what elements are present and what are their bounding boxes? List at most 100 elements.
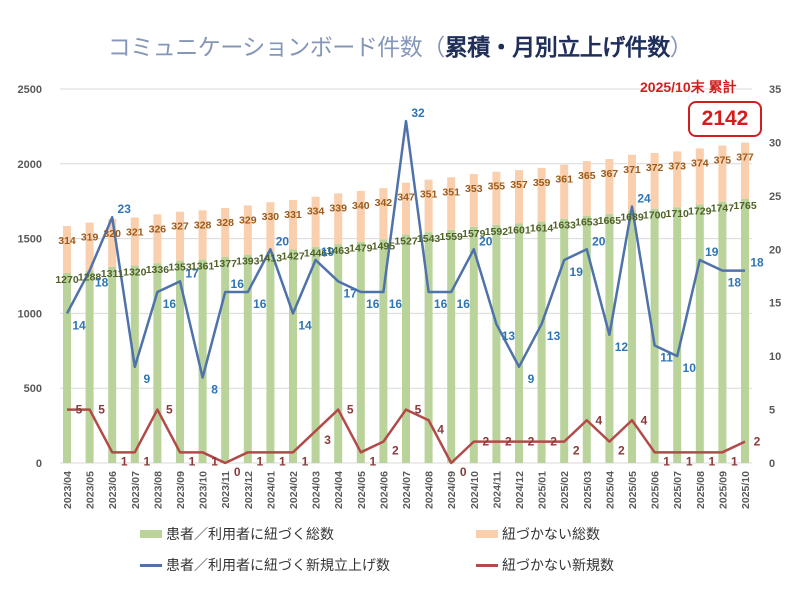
legend-label: 患者／利用者に紐づく新規立上げ数: [166, 558, 390, 574]
data-label-unlinked-total: 342: [375, 197, 393, 209]
data-label-linked-new: 14: [72, 318, 86, 332]
data-label-linked-total: 1288: [78, 271, 102, 283]
data-label-linked-new: 9: [528, 372, 535, 386]
bar-linked-total: [469, 226, 478, 463]
data-label-unlinked-new: 1: [143, 454, 150, 468]
data-label-unlinked-new: 2: [505, 435, 512, 449]
data-label-linked-total: 1747: [711, 203, 735, 215]
bar-linked-total: [582, 215, 591, 463]
bar-linked-total: [153, 263, 162, 463]
y-right-tick-label: 15: [769, 298, 781, 310]
bar-unlinked-total: [582, 161, 591, 216]
data-label-linked-new: 12: [615, 340, 629, 354]
data-label-linked-total: 1353: [168, 262, 192, 274]
data-label-linked-new: 17: [344, 286, 358, 300]
bar-linked-total: [63, 273, 71, 463]
x-tick-label: 2024/05: [356, 471, 368, 509]
data-label-linked-total: 1320: [123, 267, 147, 279]
x-tick-label: 2023/09: [175, 471, 187, 509]
x-tick-label: 2025/09: [717, 471, 729, 509]
bar-unlinked-total: [515, 170, 523, 224]
data-label-unlinked-new: 1: [663, 454, 670, 468]
bar-unlinked-total: [718, 145, 727, 202]
bar-unlinked-total: [176, 211, 184, 261]
y-left-tick-label: 2500: [18, 84, 42, 96]
data-label-unlinked-new: 5: [76, 403, 83, 417]
cumulative-label: 2025/10末 累計: [640, 79, 737, 95]
bar-linked-total: [85, 270, 94, 463]
x-tick-label: 2024/11: [491, 471, 503, 509]
data-label-unlinked-new: 4: [641, 413, 648, 427]
data-label-linked-total: 1361: [191, 260, 215, 272]
data-label-linked-total: 1559: [440, 231, 464, 243]
y-left-tick-label: 500: [24, 383, 42, 395]
bar-linked-total: [447, 229, 456, 463]
bar-unlinked-total: [108, 219, 117, 267]
bar-unlinked-total: [334, 193, 343, 245]
data-label-unlinked-new: 1: [189, 454, 196, 468]
bar-linked-total: [311, 246, 320, 463]
bar-unlinked-total: [153, 214, 162, 264]
data-label-linked-total: 1427: [281, 251, 305, 263]
data-label-unlinked-total: 331: [284, 209, 302, 221]
data-label-linked-new: 19: [321, 245, 335, 259]
data-label-linked-total: 1311: [101, 268, 124, 280]
data-label-unlinked-new: 2: [392, 444, 399, 458]
bar-unlinked-total: [424, 179, 433, 233]
data-label-unlinked-new: 1: [731, 454, 738, 468]
x-tick-label: 2025/07: [672, 471, 684, 509]
data-label-unlinked-new: 3: [324, 433, 331, 447]
data-label-linked-total: 1270: [55, 274, 79, 286]
data-label-unlinked-new: 1: [708, 454, 715, 468]
bar-linked-total: [108, 266, 117, 463]
bar-unlinked-total: [492, 171, 501, 225]
bar-unlinked-total: [379, 188, 388, 240]
bar-unlinked-total: [650, 153, 659, 209]
x-tick-label: 2023/10: [198, 471, 210, 509]
x-tick-label: 2025/06: [650, 471, 662, 509]
x-tick-label: 2023/05: [85, 471, 97, 509]
chart-title: コミュニケーションボード件数（累積・月別立上げ件数）: [0, 28, 800, 62]
x-tick-label: 2024/12: [514, 471, 526, 509]
x-tick-label: 2024/02: [288, 471, 300, 509]
data-label-unlinked-new: 1: [302, 454, 309, 468]
data-label-unlinked-total: 320: [103, 228, 121, 240]
data-label-unlinked-new: 4: [437, 422, 444, 436]
bar-unlinked-total: [695, 148, 704, 205]
data-label-linked-total: 1527: [394, 236, 418, 248]
y-left-tick-label: 1500: [18, 234, 42, 246]
data-label-linked-new: 16: [366, 297, 380, 311]
x-tick-label: 2023/12: [243, 471, 255, 509]
data-label-linked-new: 20: [592, 234, 606, 248]
data-label-linked-total: 1543: [417, 233, 441, 245]
data-label-linked-new: 24: [637, 192, 651, 206]
x-tick-label: 2024/06: [378, 471, 390, 509]
bar-linked-total: [334, 244, 343, 463]
y-right-tick-label: 35: [769, 84, 781, 96]
bar-unlinked-total: [311, 196, 320, 247]
bar-unlinked-total: [402, 182, 410, 235]
data-label-unlinked-total: 374: [691, 157, 709, 169]
y-right-tick-label: 25: [769, 191, 781, 203]
data-label-linked-new: 16: [231, 277, 245, 291]
data-label-linked-new: 16: [253, 297, 267, 311]
bar-linked-total: [560, 218, 569, 463]
bar-linked-total: [243, 254, 252, 463]
bar-linked-total: [741, 198, 749, 463]
bar-unlinked-total: [469, 173, 478, 227]
bar-unlinked-total: [356, 190, 365, 242]
data-label-unlinked-total: 372: [646, 162, 664, 174]
data-label-linked-total: 1479: [349, 243, 373, 255]
x-tick-label: 2023/06: [107, 471, 119, 509]
data-label-unlinked-new: 1: [256, 454, 263, 468]
data-label-linked-total: 1765: [733, 200, 757, 212]
data-label-unlinked-total: 314: [58, 235, 76, 247]
x-tick-label: 2025/03: [582, 471, 594, 509]
data-label-unlinked-new: 2: [618, 444, 625, 458]
bar-linked-total: [402, 234, 410, 463]
data-label-linked-new: 8: [211, 383, 218, 397]
data-label-unlinked-total: 347: [397, 192, 415, 204]
x-tick-label: 2024/01: [265, 471, 277, 509]
x-tick-label: 2024/09: [446, 471, 458, 509]
x-tick-label: 2025/08: [695, 471, 707, 509]
